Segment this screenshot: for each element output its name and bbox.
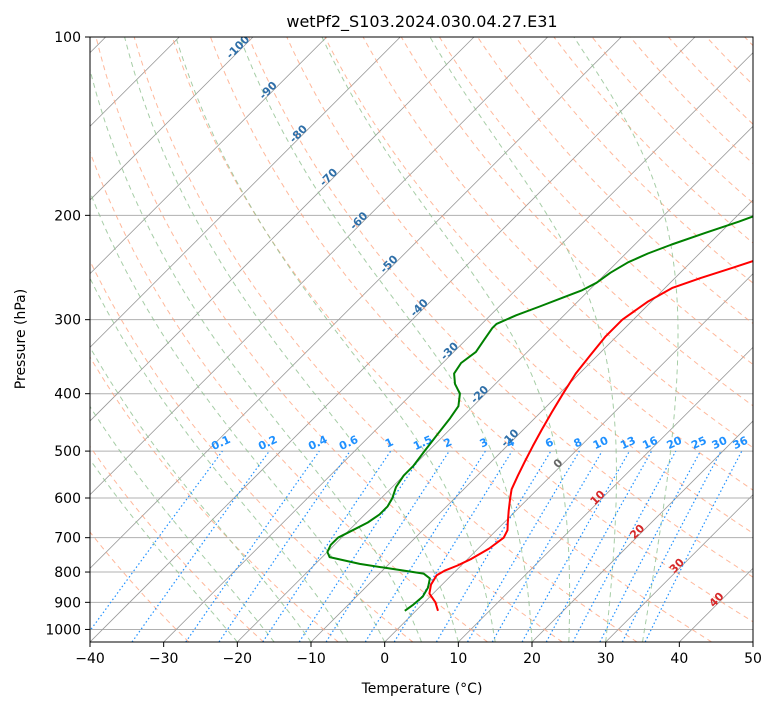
mixing-ratio-line <box>262 450 392 642</box>
isotherm-line <box>458 346 753 642</box>
mixing-ratio-line <box>572 450 677 642</box>
y-tick-label: 1000 <box>45 622 81 638</box>
sounding-profiles <box>326 215 753 612</box>
moist-adiabat-line <box>124 37 459 642</box>
dry-adiabat-line <box>133 37 638 642</box>
mixing-ratio-line <box>325 450 450 642</box>
mixing-ratio-label: 10 <box>591 434 611 452</box>
x-axis-label: Temperature (°C) <box>361 681 483 697</box>
x-tick-label: −40 <box>75 651 105 667</box>
moist-adiabat-line <box>321 37 571 642</box>
dry-adiabat-line <box>286 37 753 534</box>
mixing-ratio-line <box>131 450 270 642</box>
background-lines <box>90 37 753 642</box>
mixing-ratio-line <box>545 450 653 642</box>
dewpoint-profile-line <box>326 215 753 612</box>
isotherm-line <box>90 37 254 201</box>
isotherm-line <box>90 37 622 569</box>
moist-adiabat-line <box>429 37 617 642</box>
mixing-ratio-line <box>218 450 351 642</box>
isotherm-line <box>605 494 753 642</box>
chart-title: wetPf2_S103.2024.030.04.27.E31 <box>286 12 557 32</box>
y-tick-label: 600 <box>54 491 81 507</box>
mixing-ratio-line <box>644 450 743 642</box>
moist-adiabat-line <box>239 37 533 642</box>
dry-adiabat-line <box>90 150 488 642</box>
mixing-ratio-line <box>90 450 223 632</box>
y-axis-label: Pressure (hPa) <box>13 289 29 389</box>
isotherm-line <box>90 37 401 348</box>
dry-adiabat-line <box>90 356 339 642</box>
x-tick-label: 40 <box>670 651 688 667</box>
isotherm-line <box>531 420 753 642</box>
moist-adiabat-line <box>90 346 312 642</box>
y-tick-label: 200 <box>54 208 81 224</box>
y-tick-label: 700 <box>54 531 81 547</box>
mixing-ratio-label: 36 <box>731 434 751 452</box>
y-tick-label: 900 <box>54 595 81 611</box>
temperature-profile-line <box>428 260 753 612</box>
moist-adiabat-line <box>90 458 238 642</box>
mixing-ratio-label: 25 <box>689 434 708 452</box>
y-tick-label: 400 <box>54 387 81 403</box>
mixing-ratio-label: 20 <box>665 434 685 452</box>
y-tick-label: 500 <box>54 444 81 460</box>
moist-adiabat-line <box>175 37 496 642</box>
isotherm-line <box>384 273 753 642</box>
mixing-ratio-label: 13 <box>618 434 637 452</box>
mixing-ratio-label: 30 <box>710 434 730 452</box>
mixing-ratio-line <box>298 450 425 642</box>
mixing-ratio-line <box>521 450 631 642</box>
x-tick-label: 20 <box>523 651 541 667</box>
dry-adiabat-line <box>90 259 414 642</box>
y-tick-label: 100 <box>54 30 81 46</box>
y-axis: 1000 900 800 700 600 500 400 300 200 100 <box>45 30 90 638</box>
mixing-ratio-label: 16 <box>640 434 660 452</box>
moist-adiabat-line <box>90 190 386 642</box>
y-tick-label: 800 <box>54 565 81 581</box>
x-tick-label: 10 <box>449 651 467 667</box>
x-tick-label: −30 <box>149 651 179 667</box>
moist-adiabat-line <box>90 405 275 642</box>
isotherm-line <box>90 37 327 275</box>
x-tick-label: −20 <box>223 651 253 667</box>
plot-frame <box>89 36 754 643</box>
moist-adiabat-line <box>573 37 679 642</box>
dry-adiabat-line <box>95 37 563 642</box>
dry-adiabat-line <box>90 531 190 642</box>
isotherm-line <box>163 52 753 642</box>
isotherm-line <box>90 37 475 422</box>
x-tick-label: 50 <box>744 651 762 667</box>
x-axis: −40 −30 −20 −10 0 10 20 30 40 50 <box>75 642 762 667</box>
mixing-ratio-line <box>185 450 320 642</box>
isotherm-line <box>90 37 548 496</box>
isotherm-line <box>237 125 753 642</box>
dry-adiabat-line <box>438 37 753 366</box>
x-tick-label: 0 <box>380 651 389 667</box>
dry-adiabat-line <box>324 37 753 491</box>
moist-adiabat-line <box>90 67 422 642</box>
y-tick-label: 300 <box>54 313 81 329</box>
x-tick-label: 30 <box>597 651 615 667</box>
moist-adiabat-line <box>90 277 349 642</box>
mixing-ratio-line <box>393 450 513 642</box>
x-tick-label: −10 <box>296 651 326 667</box>
